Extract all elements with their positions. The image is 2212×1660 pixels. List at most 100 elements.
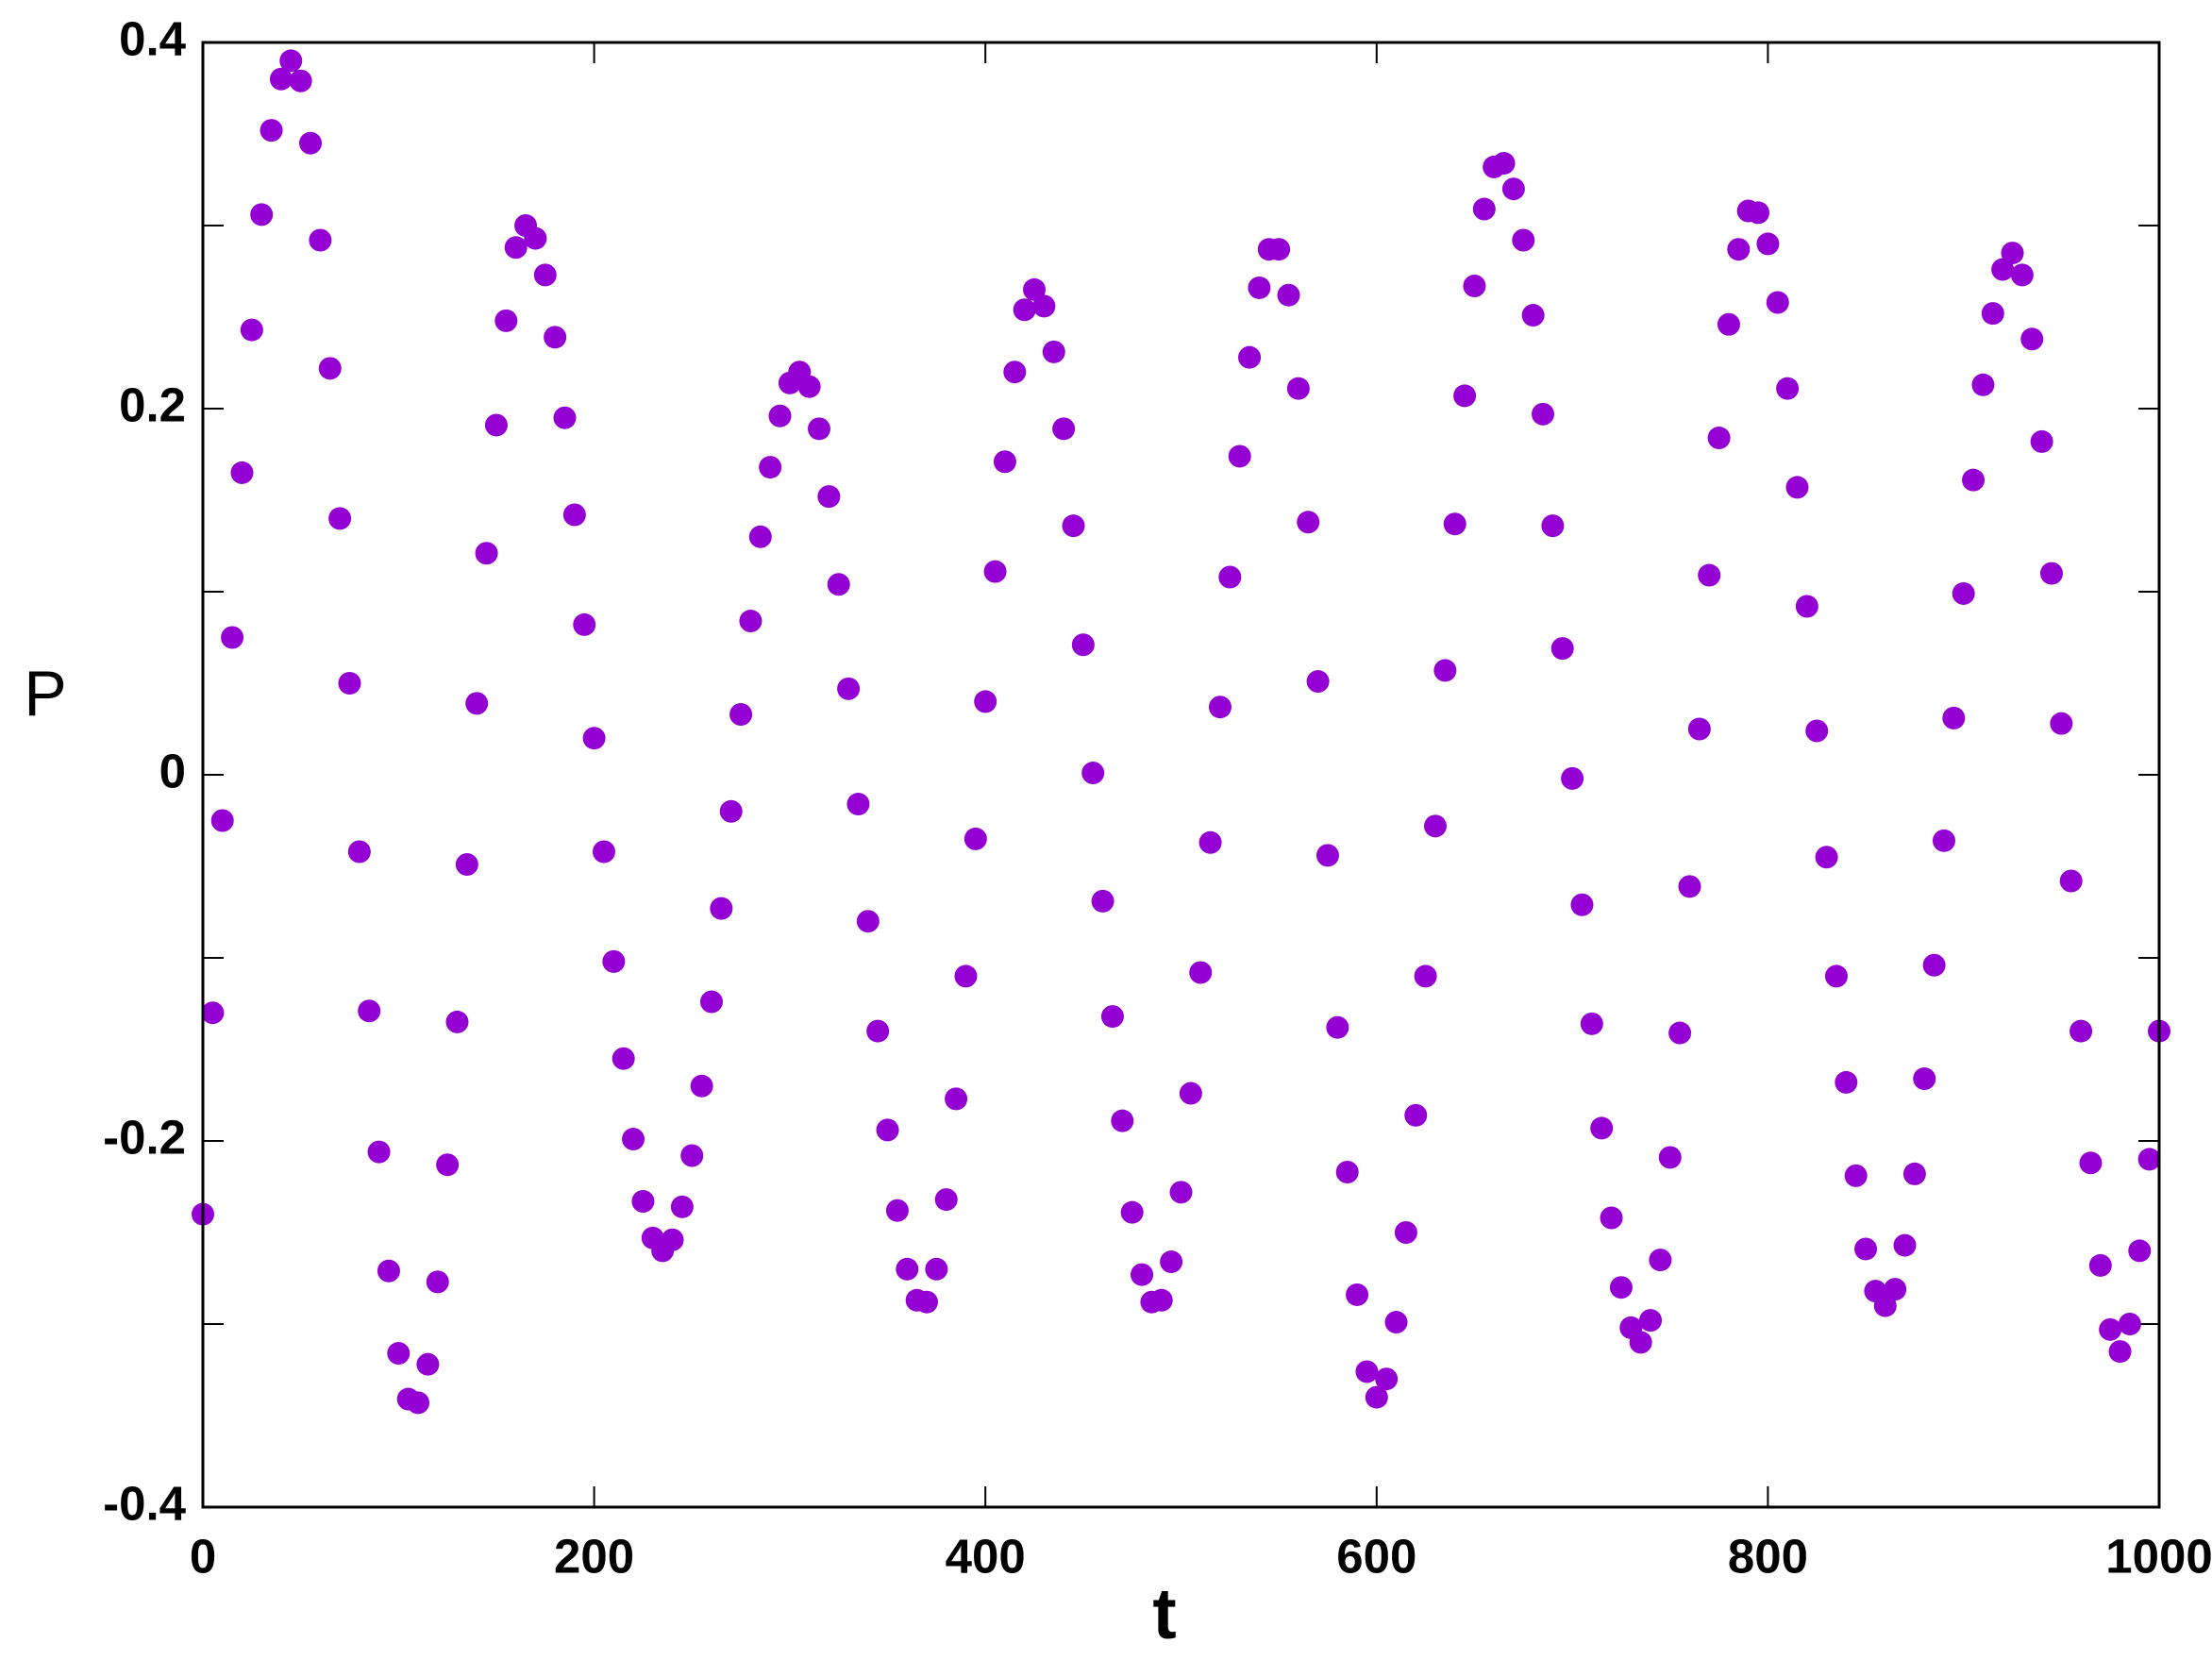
point [807,417,830,441]
point [680,1144,704,1167]
point [759,456,782,479]
point [1238,345,1262,369]
point [1991,258,2015,281]
point [1297,511,1320,534]
point [1776,377,1800,400]
point [846,793,870,816]
point [739,610,762,633]
point [1189,961,1213,984]
point [1639,1309,1663,1333]
point [2137,1148,2161,1171]
point [1277,283,1300,307]
y-axis-label: P [24,658,66,729]
point [279,49,303,73]
point [1570,893,1594,916]
point [1698,563,1721,587]
point [582,727,606,750]
point [455,853,478,877]
point [1433,659,1457,682]
point [1785,476,1809,499]
point [1971,373,1995,396]
point [915,1290,939,1314]
point [1707,427,1731,450]
point [573,612,596,636]
point [1795,595,1818,618]
point [748,525,772,548]
point [1335,1160,1359,1183]
point [484,413,508,437]
point [622,1128,645,1151]
point [699,990,723,1014]
point [1267,238,1291,261]
point [1042,340,1065,363]
point [1404,1103,1428,1127]
point [1756,232,1780,256]
point [299,131,323,155]
point [1942,706,1966,729]
point [1218,565,1242,589]
point [885,1199,909,1222]
point [945,1087,968,1111]
y-tick-label: 0.2 [119,377,186,431]
point [1512,228,1535,252]
point [2118,1313,2141,1335]
point [964,827,987,850]
point [2030,429,2053,453]
point [592,840,615,864]
point [2059,869,2083,893]
point [1913,1067,1936,1091]
point [1922,953,1946,977]
point [1315,844,1339,867]
point [1463,275,1486,298]
point [1081,762,1105,785]
point [827,573,850,596]
point [338,672,361,695]
point [1727,238,1751,261]
point [1443,512,1466,536]
point [1032,294,1056,318]
point [240,318,263,342]
point [983,560,1007,583]
point [407,1391,430,1415]
point [2108,1340,2132,1364]
point [1346,1283,1369,1306]
point [856,910,880,933]
point [1844,1164,1868,1187]
point [1208,696,1232,719]
point [1532,402,1555,426]
point [1884,1278,1907,1301]
point [426,1270,449,1294]
point [1668,1021,1692,1045]
point [925,1257,948,1281]
point [1521,304,1545,327]
point [1179,1082,1202,1105]
point [416,1352,440,1376]
point [1747,201,1770,225]
point [719,799,743,823]
point [544,326,567,349]
point [1962,468,1986,492]
point [2010,263,2034,287]
point [1492,152,1516,176]
y-tick-label: -0.2 [103,1110,186,1164]
point [1472,197,1496,221]
point [1091,889,1114,913]
point [2099,1317,2122,1341]
point [494,309,518,332]
point [710,897,733,920]
point [1013,298,1036,322]
point [367,1140,391,1164]
point [1326,1015,1349,1039]
point [387,1342,411,1366]
point [1131,1263,1154,1286]
point [1717,312,1740,336]
point [533,263,557,287]
point [1981,302,2004,326]
point [210,809,234,832]
point [1561,766,1584,790]
point [1501,177,1525,201]
point [1355,1360,1379,1383]
point [318,357,342,380]
point [690,1074,713,1098]
point [524,226,547,250]
